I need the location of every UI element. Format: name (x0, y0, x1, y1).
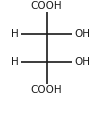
Text: OH: OH (75, 57, 91, 67)
Text: OH: OH (75, 29, 91, 39)
Text: COOH: COOH (31, 1, 62, 11)
Text: COOH: COOH (31, 85, 62, 95)
Text: H: H (11, 57, 18, 67)
Text: H: H (11, 29, 18, 39)
